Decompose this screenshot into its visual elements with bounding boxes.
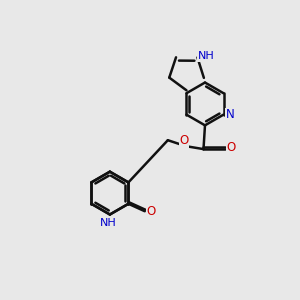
Text: O: O [180,134,189,147]
Text: NH: NH [197,51,214,61]
Text: N: N [226,108,234,121]
Text: NH: NH [100,218,117,228]
Text: O: O [147,205,156,218]
Text: O: O [226,141,236,154]
